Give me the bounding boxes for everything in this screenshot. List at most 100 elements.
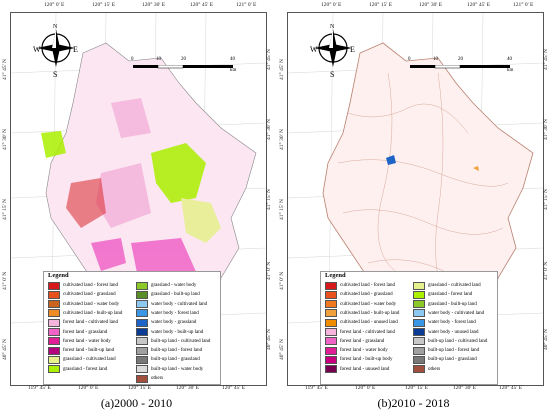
legend-swatch bbox=[325, 290, 337, 299]
legend-label: forest land - built-up land bbox=[63, 348, 115, 354]
legend-label: water body - cultivated land bbox=[428, 310, 485, 316]
compass-icon: W E S N bbox=[33, 24, 78, 79]
legend-swatch bbox=[136, 355, 148, 364]
legend-item: cultivated land - built-up land bbox=[48, 309, 122, 318]
right-coord: 41° 0' N bbox=[266, 261, 272, 280]
legend-swatch bbox=[48, 309, 60, 318]
legend-title: Legend bbox=[48, 272, 69, 279]
left-coord: 41° 45' N bbox=[279, 59, 285, 80]
left-coord: 41° 30' N bbox=[279, 129, 285, 150]
top-coord: 120° 0' E bbox=[321, 2, 342, 8]
legend-item: water body - cultivated land bbox=[413, 309, 484, 318]
svg-text:S: S bbox=[330, 70, 334, 79]
legend-swatch bbox=[413, 365, 425, 374]
legend-item: cultivated land - water body bbox=[325, 300, 396, 309]
legend-item: forest land - built-up body bbox=[325, 355, 393, 364]
map-frame: W E S N 0 10 20 40 km Legend cultivated … bbox=[10, 12, 267, 386]
top-coord: 120° 45' E bbox=[190, 2, 214, 8]
left-coord: 41° 15' N bbox=[279, 199, 285, 220]
legend-item: built-up land - water body bbox=[136, 365, 203, 374]
legend-label: forest land - unused land bbox=[340, 366, 390, 372]
legend-swatch bbox=[413, 300, 425, 309]
legend: Legend cultivated land - forest land cult… bbox=[43, 271, 221, 385]
legend-swatch bbox=[413, 281, 425, 290]
legend-label: cultivated land - grassland bbox=[340, 292, 393, 298]
legend-label: forest land - cultivated land bbox=[340, 329, 395, 335]
right-coord: 41° 45' N bbox=[266, 49, 272, 70]
legend-label: cultivated land - forest land bbox=[63, 283, 118, 288]
legend-swatch bbox=[136, 365, 148, 374]
legend-swatch bbox=[136, 374, 148, 383]
bottom-coord: 120° 45' E bbox=[499, 385, 523, 391]
left-coord: 40° 45' N bbox=[2, 339, 8, 360]
left-coord: 41° 30' N bbox=[2, 129, 8, 150]
map-panel-a: 120° 0' E 120° 15' E 120° 30' E 120° 45'… bbox=[0, 0, 273, 410]
scale-tick: 40 bbox=[230, 57, 235, 62]
left-coord: 40° 45' N bbox=[279, 339, 285, 360]
svg-text:W: W bbox=[33, 45, 41, 54]
legend-swatch bbox=[325, 355, 337, 364]
bottom-coord: 120° 45' E bbox=[222, 385, 246, 391]
legend-label: grassland - forest land bbox=[63, 366, 108, 372]
scale-unit: km bbox=[507, 68, 514, 73]
legend-swatch bbox=[136, 328, 148, 336]
legend-title: Legend bbox=[325, 272, 346, 279]
caption-b: (b)2010 - 2018 bbox=[377, 396, 450, 410]
scale-bar: 0 10 20 40 km bbox=[131, 57, 241, 75]
top-coord: 120° 15' E bbox=[369, 2, 393, 8]
right-coord: 41° 0' N bbox=[543, 261, 549, 280]
legend-label: cultivated land - water body bbox=[340, 301, 397, 307]
legend-item: cultivated land - forest land bbox=[325, 281, 395, 290]
legend-item: forest land - grassland bbox=[48, 328, 107, 337]
bottom-coord: 119° 45' E bbox=[28, 385, 51, 391]
legend-swatch bbox=[325, 346, 337, 355]
legend-item: forest land - water body bbox=[325, 346, 388, 355]
legend-label: grassland - cultivated land bbox=[428, 283, 481, 288]
legend-swatch bbox=[48, 290, 60, 299]
svg-text:S: S bbox=[53, 70, 57, 79]
left-coord: 41° 0' N bbox=[279, 271, 285, 290]
legend-label: cultivated land - forest land bbox=[340, 283, 395, 288]
legend-item: grassland - cultivated land bbox=[48, 355, 116, 364]
legend-swatch bbox=[325, 318, 337, 327]
legend: Legend cultivated land - forest land cult… bbox=[320, 271, 498, 385]
legend-item: forest land - water body bbox=[48, 337, 111, 346]
bottom-coord: 119° 45' E bbox=[305, 385, 328, 391]
legend-label: grassland - built-up land bbox=[428, 301, 477, 307]
legend-swatch bbox=[325, 365, 337, 374]
svg-text:N: N bbox=[53, 24, 58, 30]
right-coord: 41° 30' N bbox=[543, 119, 549, 140]
legend-swatch bbox=[413, 337, 425, 346]
legend-swatch bbox=[48, 300, 60, 309]
top-coord: 120° 30' E bbox=[142, 2, 166, 8]
legend-label: cultivated land - water body bbox=[63, 301, 120, 307]
legend-item: built-up land - forest land bbox=[136, 346, 202, 355]
legend-label: forest land - cultivated land bbox=[63, 320, 118, 326]
legend-swatch bbox=[136, 300, 148, 309]
legend-swatch bbox=[136, 309, 148, 318]
svg-text:N: N bbox=[330, 24, 335, 30]
legend-swatch bbox=[325, 281, 337, 290]
legend-label: forest land - built-up body bbox=[340, 357, 393, 363]
legend-swatch bbox=[48, 328, 60, 336]
legend-swatch bbox=[48, 337, 60, 346]
top-coord: 121° 0' E bbox=[513, 2, 534, 8]
right-coord: 41° 45' N bbox=[543, 49, 549, 70]
legend-label: built-up land - forest land bbox=[428, 348, 480, 354]
bottom-coord: 120° 0' E bbox=[78, 385, 99, 391]
legend-item: grassland - built-up land bbox=[413, 300, 477, 309]
caption-a: (a)2000 - 2010 bbox=[100, 396, 173, 410]
legend-item: cultivated land - grassland bbox=[48, 290, 116, 299]
legend-swatch bbox=[136, 318, 148, 327]
scale-tick: 10 bbox=[433, 57, 438, 62]
legend-item: others bbox=[413, 365, 440, 374]
legend-label: water body - forest land bbox=[428, 320, 476, 326]
legend-label: built-up land - grassland bbox=[151, 357, 200, 363]
legend-item: cultivated land - built-up land bbox=[325, 309, 399, 318]
legend-swatch bbox=[325, 300, 337, 309]
legend-swatch bbox=[413, 309, 425, 318]
scale-tick: 0 bbox=[131, 57, 134, 62]
legend-label: cultivated land - built-up land bbox=[340, 310, 400, 316]
map-frame: W E S N 0 10 20 40 km Legend cultivated … bbox=[287, 12, 544, 386]
right-coord: 40° 45' N bbox=[543, 329, 549, 350]
